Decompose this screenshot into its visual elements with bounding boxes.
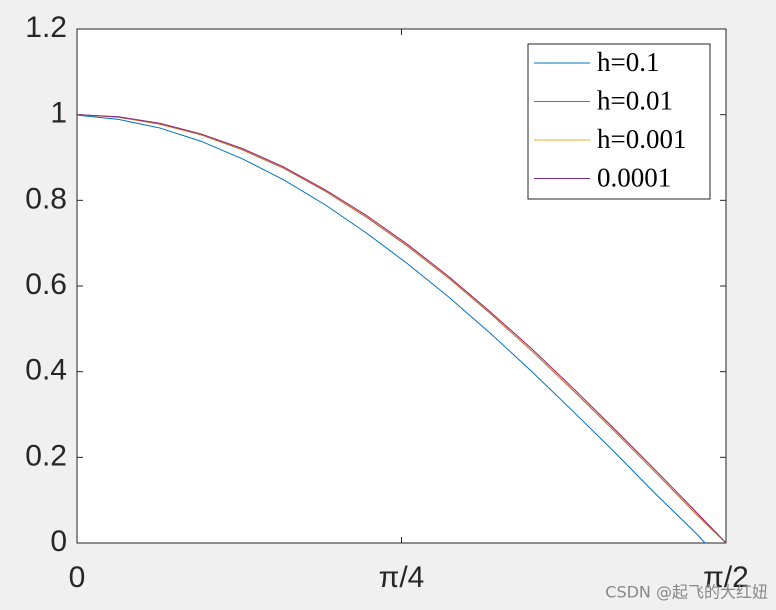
y-tick-label: 1 xyxy=(50,97,67,130)
series-line xyxy=(76,114,727,544)
watermark: CSDN @起飞的大红妞 xyxy=(605,583,768,602)
legend-label: h=0.1 xyxy=(597,47,659,77)
x-tick-label: π/2 xyxy=(703,561,749,594)
y-tick-label: 0.4 xyxy=(25,354,67,387)
x-tick-label: π/4 xyxy=(379,561,425,594)
legend-box xyxy=(527,43,711,200)
y-tick-label: 0.8 xyxy=(25,182,67,215)
y-tick-label: 0.6 xyxy=(25,268,67,301)
legend-label: 0.0001 xyxy=(597,163,671,193)
x-tick-label: 0 xyxy=(69,561,86,594)
series-line xyxy=(76,114,727,544)
series-line xyxy=(76,114,706,544)
y-tick-label: 0 xyxy=(50,525,67,558)
y-tick-label: 1.2 xyxy=(25,11,67,44)
legend-label: h=0.01 xyxy=(597,86,673,116)
y-tick-label: 0.2 xyxy=(25,439,67,472)
legend-label: h=0.001 xyxy=(597,124,686,154)
